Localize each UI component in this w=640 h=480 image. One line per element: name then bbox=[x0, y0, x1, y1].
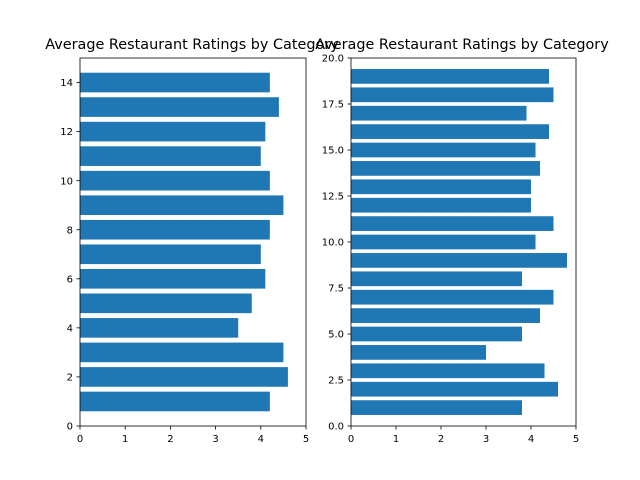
chart-left-x-tick-label: 0 bbox=[77, 434, 83, 445]
chart-left-bar-10 bbox=[80, 170, 270, 191]
chart-right-y-tick-label: 17.5 bbox=[322, 100, 344, 111]
chart-right-y-tick-label: 5.0 bbox=[328, 330, 344, 341]
chart-right-y-ticks: 0.0 2.5 5.0 7.5 10.0 12.5 15.0 17.5 20.0 bbox=[322, 54, 351, 433]
chart-left-x-ticks: 0 1 2 3 4 5 bbox=[77, 426, 309, 445]
chart-left-bar-5 bbox=[80, 293, 252, 314]
chart-right-bar-4 bbox=[351, 345, 486, 360]
chart-left-y-tick-label: 4 bbox=[67, 323, 73, 334]
chart-left-bar-6 bbox=[80, 268, 266, 289]
chart-right-y-tick-label: 12.5 bbox=[322, 192, 344, 203]
chart-left-bar-1 bbox=[80, 391, 270, 412]
chart-right-bars bbox=[351, 69, 567, 415]
chart-left-y-tick-label: 0 bbox=[67, 422, 73, 433]
chart-right-x-tick-label: 2 bbox=[438, 434, 444, 445]
chart-left-y-tick-label: 10 bbox=[60, 176, 73, 187]
chart-left-x-tick-label: 2 bbox=[167, 434, 173, 445]
chart-right-x-ticks: 0 1 2 3 4 5 bbox=[348, 426, 579, 445]
chart-left-bar-14 bbox=[80, 72, 270, 93]
chart-left-bar-11 bbox=[80, 146, 261, 166]
chart-left-x-tick-label: 4 bbox=[258, 434, 264, 445]
chart-left-x-tick-label: 3 bbox=[212, 434, 218, 445]
chart-left-bars bbox=[80, 72, 288, 412]
chart-right-bar-9 bbox=[351, 253, 567, 268]
chart-left-y-tick-label: 14 bbox=[60, 78, 73, 89]
chart-left: Average Restaurant Ratings by Category 0… bbox=[45, 37, 339, 445]
chart-right-bar-16 bbox=[351, 124, 549, 139]
chart-left-title: Average Restaurant Ratings by Category bbox=[45, 37, 339, 53]
chart-right-y-tick-label: 15.0 bbox=[322, 146, 344, 157]
chart-left-bar-2 bbox=[80, 367, 288, 387]
chart-right-x-tick-label: 4 bbox=[528, 434, 534, 445]
chart-right-bar-17 bbox=[351, 105, 527, 121]
chart-right-bar-1 bbox=[351, 400, 522, 415]
chart-left-bar-7 bbox=[80, 244, 261, 265]
chart-right-title: Average Restaurant Ratings by Category bbox=[315, 37, 609, 53]
chart-right-y-tick-label: 10.0 bbox=[322, 238, 344, 249]
chart-left-bar-8 bbox=[80, 219, 270, 240]
chart-left-y-ticks: 0 2 4 6 8 10 12 14 bbox=[60, 78, 80, 433]
chart-left-bar-12 bbox=[80, 121, 266, 142]
chart-right-bar-7 bbox=[351, 289, 554, 305]
chart-right-bar-13 bbox=[351, 179, 531, 195]
chart-right-bar-5 bbox=[351, 326, 522, 342]
chart-left-y-tick-label: 2 bbox=[67, 373, 73, 384]
chart-right-bar-8 bbox=[351, 271, 522, 287]
chart-left-y-tick-label: 6 bbox=[67, 274, 73, 285]
chart-right: Average Restaurant Ratings by Category 0… bbox=[315, 37, 609, 445]
chart-right-bar-10 bbox=[351, 234, 536, 250]
chart-right-x-tick-label: 5 bbox=[573, 434, 579, 445]
chart-left-x-tick-label: 5 bbox=[303, 434, 309, 445]
chart-right-axes-frame bbox=[350, 57, 577, 427]
chart-left-y-tick-label: 8 bbox=[67, 225, 73, 236]
chart-left-bar-4 bbox=[80, 318, 239, 338]
chart-right-bar-19 bbox=[351, 69, 549, 84]
chart-right-y-tick-label: 0.0 bbox=[328, 422, 344, 433]
chart-right-y-tick-label: 7.5 bbox=[328, 284, 344, 295]
chart-right-x-tick-label: 0 bbox=[348, 434, 354, 445]
chart-left-bar-3 bbox=[80, 342, 284, 363]
chart-right-bar-14 bbox=[351, 161, 540, 176]
chart-left-bar-9 bbox=[80, 195, 284, 216]
chart-right-x-tick-label: 1 bbox=[393, 434, 399, 445]
chart-right-bar-15 bbox=[351, 142, 536, 158]
chart-right-y-tick-label: 20.0 bbox=[322, 54, 344, 65]
chart-left-bar-13 bbox=[80, 97, 279, 117]
chart-right-x-tick-label: 3 bbox=[483, 434, 489, 445]
chart-right-bar-3 bbox=[351, 363, 545, 379]
chart-right-y-tick-label: 2.5 bbox=[328, 376, 344, 387]
chart-left-axes-frame bbox=[79, 57, 307, 427]
chart-right-bar-2 bbox=[351, 381, 558, 397]
chart-right-bar-6 bbox=[351, 308, 540, 323]
chart-right-bar-12 bbox=[351, 197, 531, 213]
chart-left-x-tick-label: 1 bbox=[122, 434, 128, 445]
chart-right-bar-11 bbox=[351, 216, 554, 231]
chart-right-bar-18 bbox=[351, 87, 554, 103]
chart-left-y-tick-label: 12 bbox=[60, 127, 73, 138]
